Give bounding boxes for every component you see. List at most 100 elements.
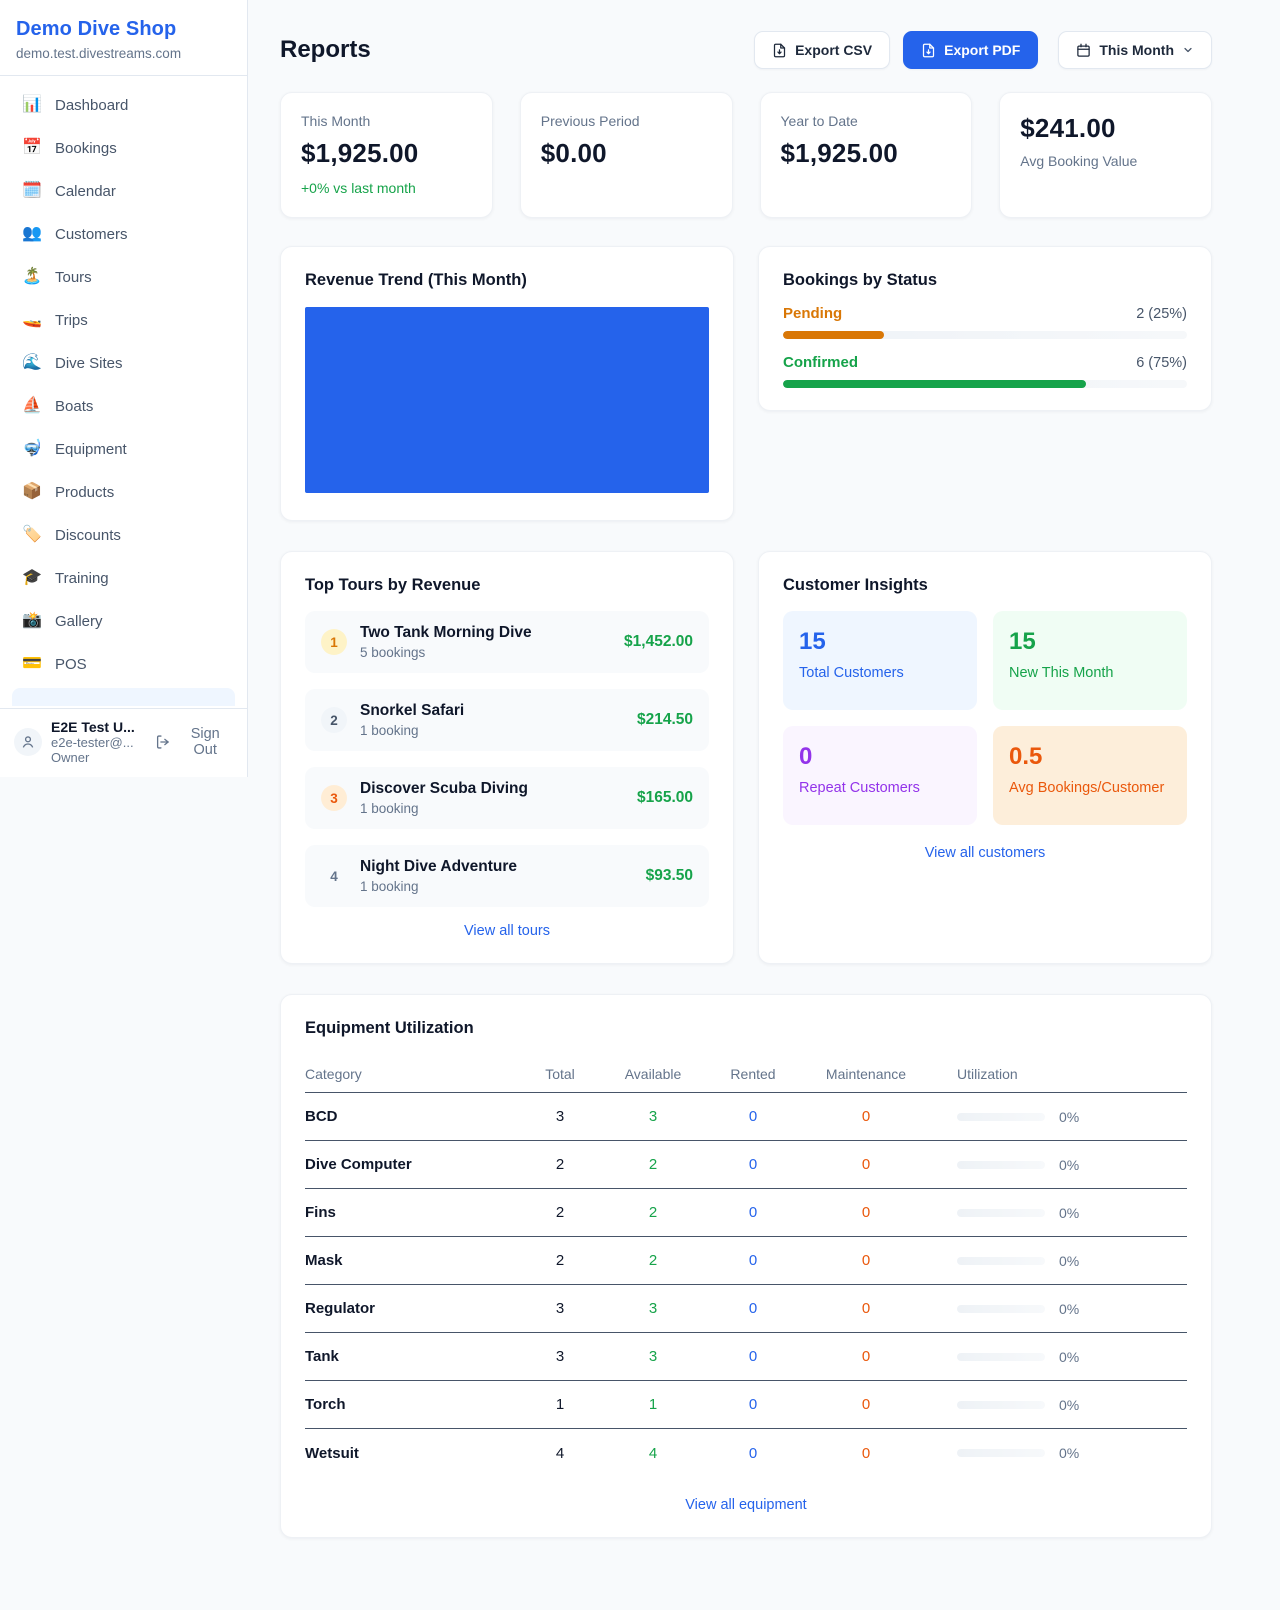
export-pdf-button[interactable]: Export PDF <box>903 31 1039 69</box>
island-icon: 🏝️ <box>22 268 42 285</box>
utilization-bar <box>957 1449 1045 1457</box>
sidebar-item-tours[interactable]: 🏝️ Tours <box>12 258 235 296</box>
maintenance-cell: 0 <box>861 1300 871 1317</box>
maintenance-cell: 0 <box>861 1204 871 1221</box>
diving-mask-icon: 🤿 <box>22 440 42 457</box>
sidebar-item-pos[interactable]: 💳 POS <box>12 645 235 683</box>
file-download-icon <box>773 43 786 57</box>
tour-row: 1 Two Tank Morning Dive 5 bookings $1,45… <box>305 611 709 673</box>
maintenance-cell: 0 <box>861 1108 871 1125</box>
tour-bookings: 5 bookings <box>360 645 426 660</box>
progress-track <box>783 331 1187 339</box>
utilization-bar <box>957 1112 1045 1121</box>
tour-meta: Night Dive Adventure 1 booking <box>360 858 633 894</box>
sidebar-item-dive-sites[interactable]: 🌊 Dive Sites <box>12 344 235 382</box>
maintenance-cell: 0 <box>861 1156 871 1173</box>
user-info: E2E Test U... e2e-tester@... Owner <box>51 719 146 765</box>
main-content: Reports Export CSV Export PDF This Month <box>280 0 1212 1588</box>
stat-card-previous-period: Previous Period $0.00 <box>519 92 733 218</box>
utilization-cell: 0% <box>929 1445 1187 1461</box>
sidebar-item-discounts[interactable]: 🏷️ Discounts <box>12 516 235 554</box>
period-label: This Month <box>1099 42 1174 58</box>
period-dropdown[interactable]: This Month <box>1058 31 1212 69</box>
utilization-percent: 0% <box>1059 1445 1080 1461</box>
sidebar-item-label: Discounts <box>55 526 121 544</box>
dashboard-icon: 📊 <box>22 96 42 113</box>
tour-list: 1 Two Tank Morning Dive 5 bookings $1,45… <box>305 611 709 907</box>
utilization-bar <box>957 1208 1045 1217</box>
sidebar-item-trips[interactable]: 🚤 Trips <box>12 301 235 339</box>
camera-icon: 📸 <box>22 612 42 629</box>
tile-value: 15 <box>799 628 826 655</box>
stat-value: $1,925.00 <box>301 138 419 168</box>
sidebar-item-calendar[interactable]: 🗓️ Calendar <box>12 172 235 210</box>
stat-card-avg-booking-value: $241.00 Avg Booking Value <box>999 92 1212 218</box>
table-header-row: Category Total Available Rented Maintena… <box>305 1055 1187 1093</box>
available-cell: 2 <box>648 1156 658 1173</box>
view-all-customers-link[interactable]: View all customers <box>783 845 1187 861</box>
charts-row: Revenue Trend (This Month) Bookings by S… <box>280 246 1212 521</box>
bookings-calendar-icon: 📅 <box>22 139 42 156</box>
rank-badge: 1 <box>321 629 347 655</box>
rank-badge: 4 <box>330 868 338 884</box>
utilization-bar <box>957 1352 1045 1361</box>
rank-badge: 3 <box>321 785 347 811</box>
tour-revenue: $93.50 <box>645 867 693 884</box>
sign-out-button[interactable]: Sign Out <box>155 726 233 758</box>
stat-value: $241.00 <box>1020 113 1116 143</box>
tile-value: 0.5 <box>1009 743 1043 770</box>
file-download-icon <box>922 43 935 57</box>
equipment-table: Category Total Available Rented Maintena… <box>305 1055 1187 1477</box>
view-all-equipment-link[interactable]: View all equipment <box>305 1497 1187 1513</box>
view-all-tours-link[interactable]: View all tours <box>305 923 709 939</box>
sidebar-item-label: POS <box>55 655 87 673</box>
available-cell: 3 <box>648 1108 658 1125</box>
available-cell: 2 <box>648 1204 658 1221</box>
sidebar-item-customers[interactable]: 👥 Customers <box>12 215 235 253</box>
tile-label: Total Customers <box>799 665 904 681</box>
sidebar-item-equipment[interactable]: 🤿 Equipment <box>12 430 235 468</box>
sidebar-item-boats[interactable]: ⛵ Boats <box>12 387 235 425</box>
utilization-cell: 0% <box>929 1157 1187 1173</box>
sidebar-item-bookings[interactable]: 📅 Bookings <box>12 129 235 167</box>
total-cell: 3 <box>555 1108 565 1125</box>
tile-label: Repeat Customers <box>799 780 920 796</box>
sidebar-item-dashboard[interactable]: 📊 Dashboard <box>12 86 235 124</box>
stat-value: $1,925.00 <box>780 138 898 168</box>
bookings-by-status-card: Bookings by Status Pending 2 (25%) Confi… <box>758 246 1212 411</box>
utilization-cell: 0% <box>929 1349 1187 1365</box>
utilization-percent: 0% <box>1059 1204 1080 1221</box>
user-panel: E2E Test U... e2e-tester@... Owner Sign … <box>0 708 247 777</box>
sidebar-item-reports-active-partial[interactable] <box>12 688 235 706</box>
utilization-cell: 0% <box>929 1397 1187 1413</box>
column-header-total: Total <box>545 1065 575 1082</box>
credit-card-icon: 💳 <box>22 655 42 672</box>
customer-insights-card: Customer Insights 15 Total Customers 15 … <box>758 551 1212 964</box>
utilization-percent: 0% <box>1059 1300 1080 1317</box>
rented-cell: 0 <box>748 1444 758 1462</box>
table-row: Mask 2 2 0 0 0% <box>305 1237 1187 1285</box>
stat-label: Previous Period <box>540 113 640 129</box>
tile-new-this-month: 15 New This Month <box>993 611 1187 710</box>
category-cell: Tank <box>305 1348 339 1365</box>
tour-row: 2 Snorkel Safari 1 booking $214.50 <box>305 689 709 751</box>
progress-fill <box>783 380 1086 388</box>
sidebar-item-training[interactable]: 🎓 Training <box>12 559 235 597</box>
column-header-utilization: Utilization <box>957 1065 1018 1082</box>
sidebar: Demo Dive Shop demo.test.divestreams.com… <box>0 0 248 777</box>
table-row: Regulator 3 3 0 0 0% <box>305 1285 1187 1333</box>
sidebar-item-products[interactable]: 📦 Products <box>12 473 235 511</box>
utilization-percent: 0% <box>1059 1252 1080 1269</box>
sign-out-label: Sign Out <box>190 726 220 758</box>
stat-label: This Month <box>301 113 371 129</box>
sidebar-item-label: Equipment <box>55 440 127 458</box>
export-csv-button[interactable]: Export CSV <box>754 31 891 69</box>
maintenance-cell: 0 <box>861 1444 871 1462</box>
utilization-cell: 0% <box>929 1253 1187 1269</box>
utilization-percent: 0% <box>1059 1156 1080 1173</box>
equipment-utilization-title: Equipment Utilization <box>305 1019 474 1037</box>
user-name: E2E Test U... <box>51 719 135 735</box>
status-row-pending: Pending 2 (25%) <box>783 305 1187 339</box>
rented-cell: 0 <box>748 1108 758 1125</box>
sidebar-item-gallery[interactable]: 📸 Gallery <box>12 602 235 640</box>
